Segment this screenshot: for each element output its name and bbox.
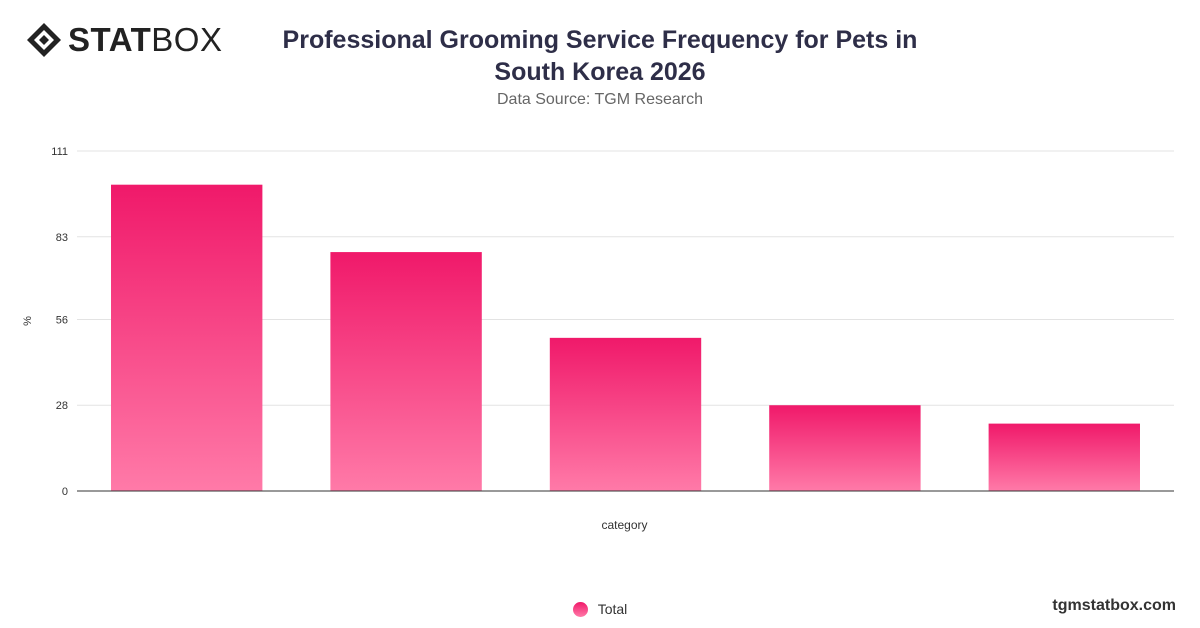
website-label: tgmstatbox.com [1052,597,1176,614]
logo-wordmark-bold: STAT [68,21,152,58]
bar-3[interactable] [549,337,702,491]
x-axis-label: category [601,518,647,532]
bar-2[interactable] [330,252,482,491]
statbox-logo: STATBOX [26,22,222,58]
chart-bars [111,184,1140,491]
bar-1[interactable] [111,184,263,491]
y-tick-label: 56 [56,314,68,326]
y-axis-label: % [22,316,34,326]
chart-subtitle: Data Source: TGM Research [496,91,703,108]
y-tick-label: 111 [51,146,68,158]
chart-legend[interactable]: Total [0,601,1200,617]
chart-title: Professional Grooming Service Frequency … [282,26,918,86]
legend-marker [572,601,588,617]
logo-wordmark: STATBOX [68,22,222,58]
bar-4[interactable] [769,405,921,491]
y-tick-label: 0 [62,486,68,498]
legend-label-total: Total [597,601,628,617]
diamond-logo-icon [27,23,61,57]
y-axis-ticks: 0 28 56 83 111 [51,146,68,498]
bar-5[interactable] [988,423,1140,491]
y-tick-label: 83 [56,232,68,244]
y-tick-label: 28 [56,400,68,412]
logo-wordmark-light: BOX [151,21,223,58]
bar-chart: 0 28 56 83 111 % category [22,146,1174,532]
